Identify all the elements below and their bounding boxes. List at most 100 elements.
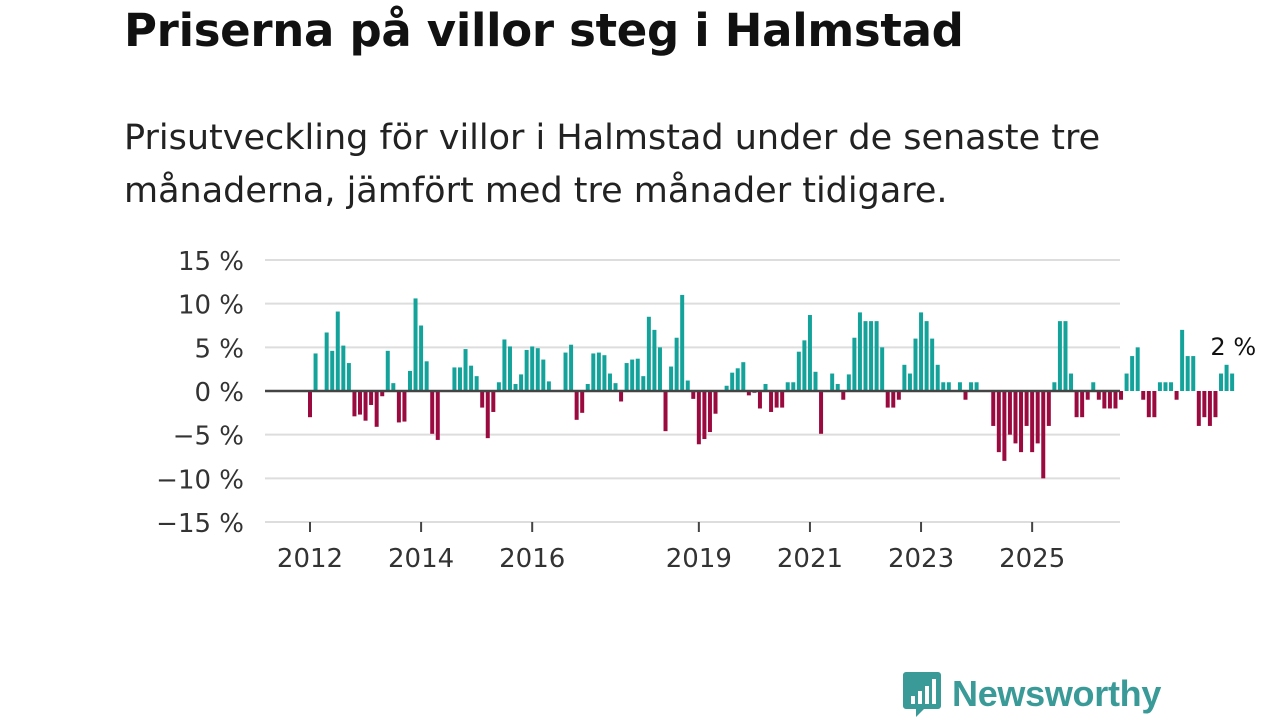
bar [574,391,579,420]
bar [1046,391,1051,426]
y-tick-label: 5 % [194,334,244,364]
bar [1035,391,1040,444]
bar [663,391,668,432]
bar [769,391,774,412]
bar [1135,347,1140,391]
bar [935,364,940,391]
bar [308,391,312,418]
bar [380,391,385,397]
bar [502,339,507,391]
bar [1141,391,1146,400]
bar [963,391,968,400]
bar [757,391,762,409]
bar [841,391,846,400]
bar [1113,391,1118,409]
y-tick-label: −15 % [156,509,244,539]
bar [796,351,801,391]
bar [1213,391,1218,418]
bar [546,381,551,391]
bar [785,382,790,391]
bar [685,380,690,391]
bar [1007,391,1012,435]
bar [1041,391,1046,479]
bar [713,391,718,414]
bar [385,350,390,391]
x-tick-label: 2014 [388,544,454,574]
bar [1157,382,1162,391]
bar [485,391,490,439]
bar [1102,391,1107,409]
bar [1219,373,1224,391]
bar [1119,391,1124,400]
bar [1002,391,1007,461]
bar [646,316,651,391]
bar [969,382,974,391]
chart-subtitle: Prisutveckling för villor i Halmstad und… [124,118,1101,211]
bar [1202,391,1207,418]
newsworthy-logo: Newsworthy [902,670,1161,718]
bar [474,376,479,391]
bar [352,391,357,417]
bar [635,358,640,391]
bar [469,365,474,391]
bar [930,338,935,391]
bar [424,361,429,391]
bar [1191,356,1196,391]
x-axis: 2012 2014 2016 2019 2021 2023 2025 [277,522,1065,574]
bar [391,383,396,391]
bar [1174,391,1179,400]
x-tick-label: 2012 [277,544,343,574]
y-tick-label: 10 % [178,291,244,321]
bar [585,384,590,391]
bar [1030,391,1035,453]
bar [919,312,924,391]
bar [613,383,618,391]
bar [1085,391,1090,400]
y-tick-label: −10 % [156,465,244,495]
bar [330,350,335,391]
bar-chart-icon [903,672,941,717]
bar [1080,391,1085,418]
bar [1063,321,1068,391]
last-value-label: 2 % [1210,333,1256,361]
bar [535,348,540,391]
bar [519,374,524,391]
bar [763,384,768,391]
bar [1180,329,1185,391]
bar [724,385,729,391]
bar [580,391,585,413]
bar [335,311,340,391]
bar [746,391,751,396]
bar [563,352,568,391]
bar [1052,382,1057,391]
bar [880,347,885,391]
bar [1096,391,1101,400]
bar [1057,321,1062,391]
bar [657,347,662,391]
bar [363,391,368,421]
bar [780,391,785,408]
x-tick-label: 2025 [999,544,1065,574]
bar [874,321,879,391]
bar [691,391,696,399]
grid-lines [265,259,1120,523]
bar [491,391,496,412]
bar [407,370,412,391]
bar [341,345,346,391]
bar [819,391,824,434]
x-tick-label: 2021 [777,544,843,574]
bar [413,298,418,391]
bar [1124,373,1129,391]
bar [730,372,735,391]
bar [1074,391,1079,418]
bar [1230,373,1235,391]
bar [891,391,896,408]
bar [530,346,535,391]
bar [346,363,351,391]
bar [869,321,874,391]
bar [946,382,951,391]
bar [1146,391,1151,418]
x-tick-label: 2023 [888,544,954,574]
bar [513,384,518,391]
bar [641,376,646,391]
